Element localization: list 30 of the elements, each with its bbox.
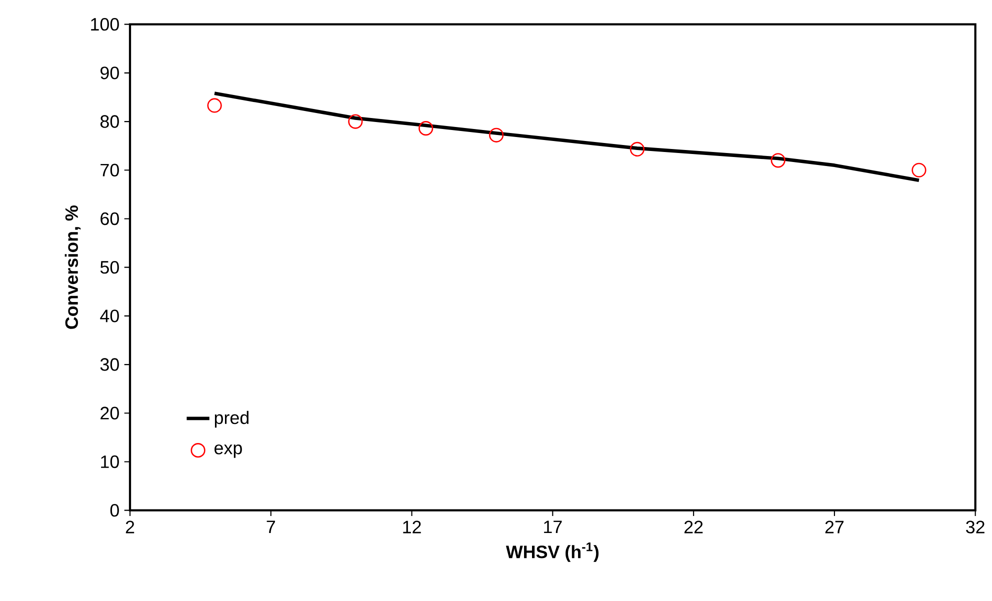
x-tick-label: 32 bbox=[966, 520, 984, 534]
y-tick-label: 90 bbox=[100, 66, 119, 80]
x-tick-label: 2 bbox=[126, 520, 134, 534]
point bbox=[207, 98, 222, 113]
point bbox=[630, 142, 645, 157]
x-tick-label: 22 bbox=[684, 520, 703, 534]
legend-label: exp bbox=[214, 444, 242, 458]
point bbox=[489, 128, 504, 142]
x-tick-label: 27 bbox=[825, 520, 844, 534]
line-series bbox=[212, 92, 921, 182]
y-tick-label: 20 bbox=[100, 406, 119, 420]
y-tick-label: 60 bbox=[100, 212, 119, 226]
x-axis-title: WHSV (h$^{-1}$) bbox=[506, 542, 599, 562]
point bbox=[912, 162, 926, 178]
legend-label: pred bbox=[214, 410, 248, 428]
y-axis-title: Conversion, % bbox=[64, 206, 81, 329]
y-tick-label: 100 bbox=[91, 18, 119, 31]
x-tick-label: 17 bbox=[544, 520, 562, 534]
y-tick-label: 40 bbox=[100, 310, 119, 322]
y-tick-label: 0 bbox=[110, 504, 119, 517]
x-tick-label: 12 bbox=[403, 520, 421, 534]
y-tick-label: 50 bbox=[100, 260, 119, 274]
y-tick-label: 80 bbox=[100, 115, 119, 128]
point bbox=[348, 114, 363, 129]
y-tick-label: 30 bbox=[100, 358, 119, 371]
y-tick-label: 70 bbox=[100, 164, 119, 176]
point bbox=[770, 153, 786, 168]
x-tick-label: 7 bbox=[266, 520, 275, 534]
point bbox=[418, 121, 434, 136]
y-tick-label: 10 bbox=[101, 455, 119, 468]
